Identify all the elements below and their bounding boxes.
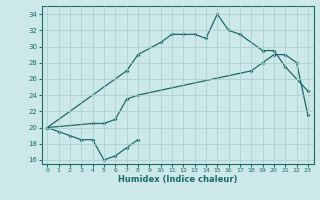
X-axis label: Humidex (Indice chaleur): Humidex (Indice chaleur)	[118, 175, 237, 184]
